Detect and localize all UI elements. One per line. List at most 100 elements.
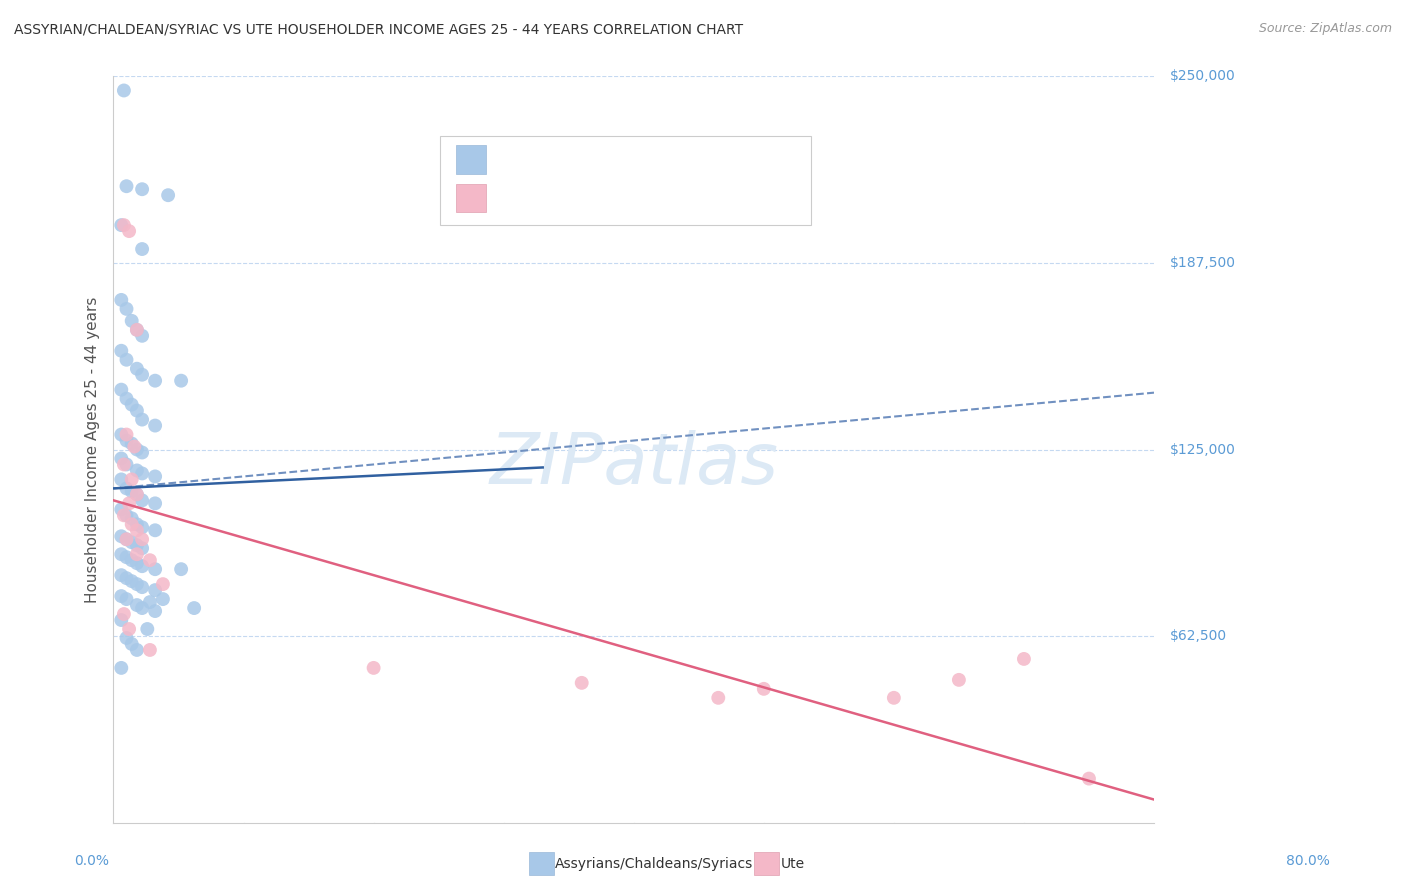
Text: ASSYRIAN/CHALDEAN/SYRIAC VS UTE HOUSEHOLDER INCOME AGES 25 - 44 YEARS CORRELATIO: ASSYRIAN/CHALDEAN/SYRIAC VS UTE HOUSEHOL…: [14, 22, 744, 37]
Point: [115, 571, 138, 585]
Point: [131, 328, 153, 343]
Text: 77: 77: [633, 153, 654, 168]
Point: [752, 681, 775, 696]
Text: R =: R =: [495, 153, 529, 168]
Point: [125, 556, 148, 570]
Point: [110, 613, 132, 627]
Point: [110, 343, 132, 358]
Point: [115, 508, 138, 523]
Point: [131, 520, 153, 534]
Text: Source: ZipAtlas.com: Source: ZipAtlas.com: [1258, 22, 1392, 36]
Y-axis label: Householder Income Ages 25 - 44 years: Householder Income Ages 25 - 44 years: [86, 296, 100, 603]
Point: [183, 601, 205, 615]
Point: [883, 690, 905, 705]
Point: [121, 484, 143, 499]
Point: [131, 242, 153, 256]
Point: [139, 643, 162, 657]
Point: [115, 458, 138, 472]
Point: [707, 690, 730, 705]
Point: [121, 511, 143, 525]
Point: [110, 529, 132, 543]
Point: [131, 541, 153, 556]
Point: [121, 436, 143, 450]
Point: [1012, 652, 1035, 666]
Point: [125, 323, 148, 337]
Point: [131, 445, 153, 459]
Point: [152, 577, 174, 591]
Point: [170, 374, 193, 388]
Point: [110, 661, 132, 675]
Point: [125, 487, 148, 501]
Point: [125, 487, 148, 501]
Point: [115, 352, 138, 367]
Point: [115, 533, 138, 547]
Point: [143, 604, 166, 618]
Point: [143, 469, 166, 483]
Point: [121, 574, 143, 589]
Point: [112, 607, 135, 621]
Text: -0.577: -0.577: [534, 192, 589, 206]
Point: [125, 547, 148, 561]
Point: [143, 583, 166, 598]
Point: [125, 538, 148, 552]
Point: [115, 631, 138, 645]
Point: [139, 553, 162, 567]
Point: [121, 398, 143, 412]
Text: $62,500: $62,500: [1170, 630, 1226, 643]
Point: [157, 188, 180, 202]
Point: [112, 83, 135, 97]
Point: [125, 463, 148, 477]
Point: [115, 434, 138, 448]
Point: [131, 493, 153, 508]
Text: $187,500: $187,500: [1170, 255, 1236, 269]
Point: [948, 673, 970, 687]
Text: 22: 22: [633, 192, 654, 206]
Point: [131, 412, 153, 426]
Point: [118, 496, 141, 510]
Point: [131, 182, 153, 196]
Point: [118, 224, 141, 238]
Point: [110, 383, 132, 397]
Point: [110, 547, 132, 561]
Point: [110, 451, 132, 466]
Point: [131, 559, 153, 574]
Point: [115, 179, 138, 194]
Point: [115, 427, 138, 442]
Point: [131, 601, 153, 615]
Text: R =: R =: [495, 192, 529, 206]
Point: [110, 568, 132, 582]
Point: [110, 427, 132, 442]
Text: Assyrians/Chaldeans/Syriacs: Assyrians/Chaldeans/Syriacs: [555, 857, 754, 871]
Point: [121, 472, 143, 486]
Point: [115, 550, 138, 565]
Point: [112, 458, 135, 472]
Point: [121, 553, 143, 567]
Point: [125, 361, 148, 376]
Point: [170, 562, 193, 576]
Point: [110, 589, 132, 603]
Text: Ute: Ute: [780, 857, 804, 871]
Point: [125, 577, 148, 591]
Point: [363, 661, 385, 675]
Text: $250,000: $250,000: [1170, 69, 1236, 83]
Point: [112, 218, 135, 232]
Text: 0.031: 0.031: [537, 153, 585, 168]
Point: [125, 643, 148, 657]
Point: [571, 676, 593, 690]
Point: [143, 418, 166, 433]
Point: [121, 314, 143, 328]
Point: [143, 523, 166, 537]
Text: $125,000: $125,000: [1170, 442, 1236, 457]
Point: [115, 533, 138, 547]
Point: [131, 533, 153, 547]
Point: [143, 496, 166, 510]
Point: [110, 502, 132, 516]
Point: [115, 301, 138, 316]
Point: [124, 440, 146, 454]
Point: [131, 368, 153, 382]
Point: [131, 580, 153, 594]
Point: [1078, 772, 1101, 786]
Point: [115, 392, 138, 406]
Point: [121, 637, 143, 651]
Point: [125, 523, 148, 537]
